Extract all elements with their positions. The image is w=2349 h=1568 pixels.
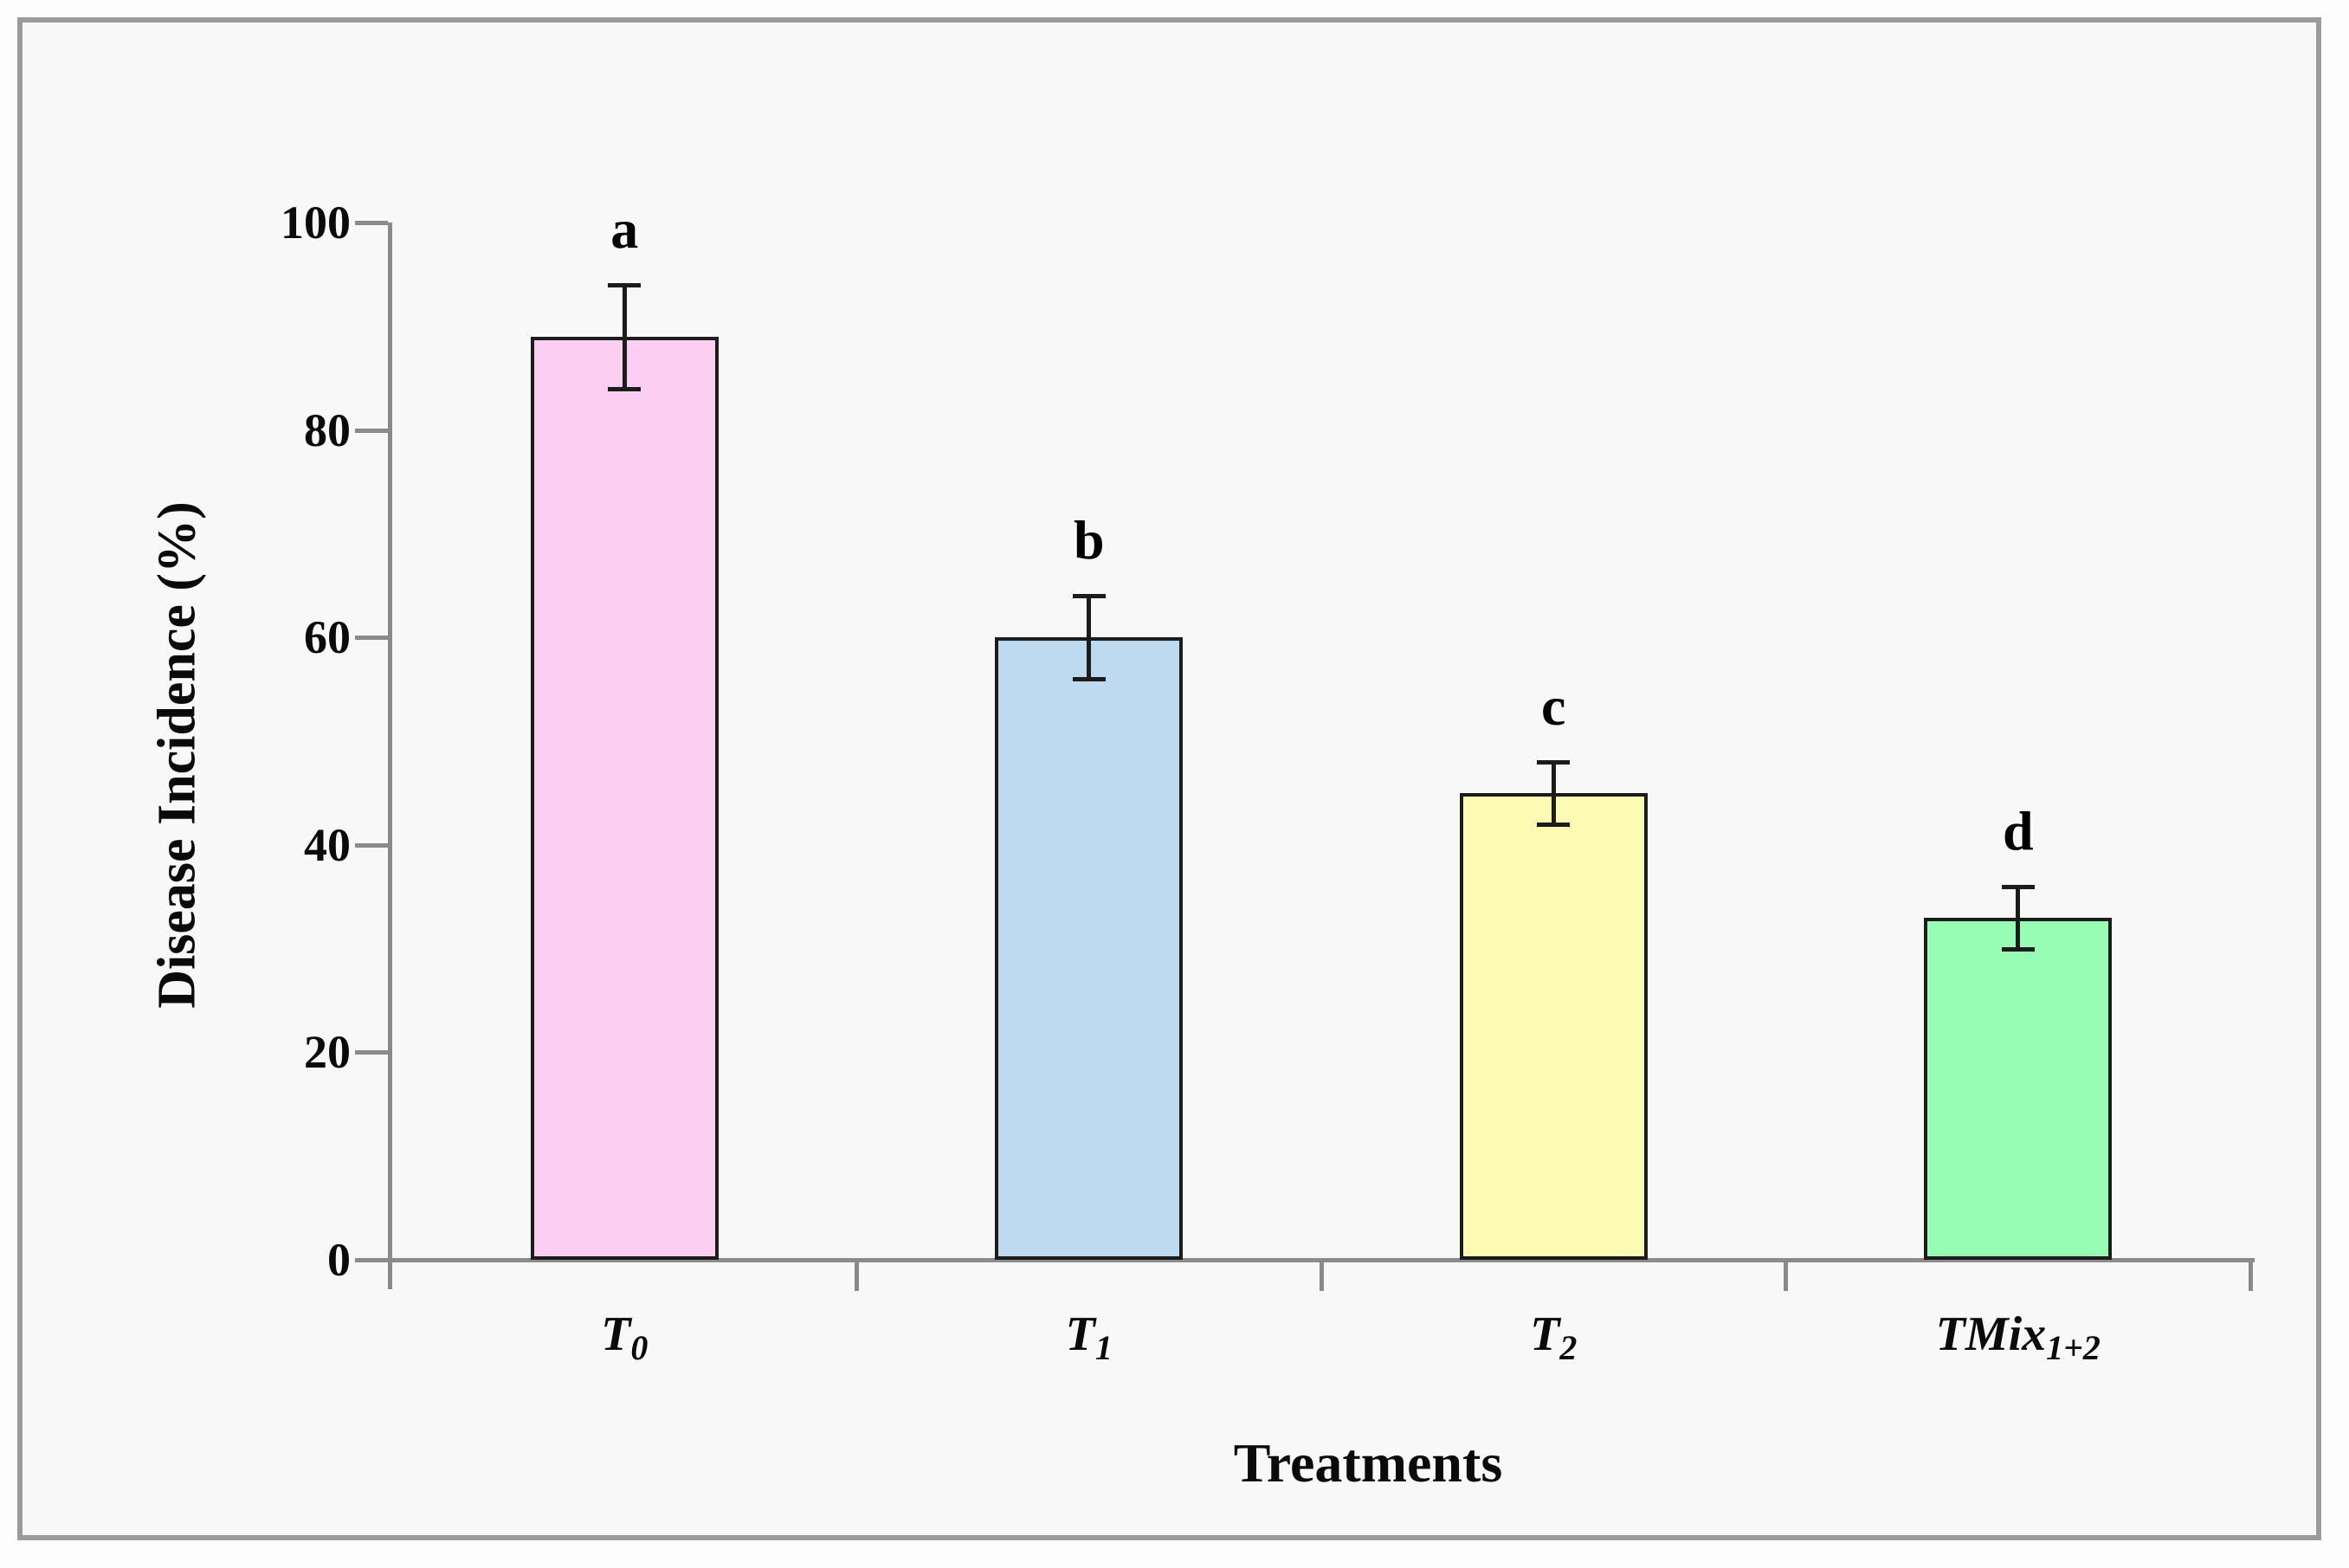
error-bar-bottom-cap [608,386,642,391]
y-tick-label: 0 [327,1234,351,1286]
bar [995,637,1184,1260]
error-bar-top-cap [1537,759,1571,765]
significance-letter: c [1541,674,1566,737]
y-tick-label: 100 [281,197,351,248]
x-tick [2248,1260,2253,1291]
category-label-subscript: 0 [630,1328,649,1368]
error-bar-line [1551,761,1556,824]
category-label-subscript: 1 [1094,1328,1113,1368]
error-bar-line [622,284,627,389]
significance-letter: b [1073,509,1105,571]
x-tick [855,1260,859,1291]
category-label-main: T [1065,1307,1095,1361]
y-tick [355,428,388,433]
error-bar-line [1087,596,1092,680]
y-tick [355,1050,388,1055]
bar [530,336,719,1260]
error-bar-bottom-cap [1537,822,1571,827]
category-label: T1 [857,1307,1322,1365]
y-tick [355,636,388,641]
error-bar-top-cap [1072,594,1106,599]
category-label-subscript: 1+2 [2046,1328,2101,1368]
category-label: TMix1+2 [1786,1307,2251,1365]
y-tick-label: 20 [304,1026,351,1079]
error-bar-bottom-cap [1072,677,1106,682]
error-bar-line [2016,886,2021,949]
significance-letter: a [610,197,639,260]
y-tick-label: 80 [304,403,351,456]
error-bar-bottom-cap [2001,946,2035,952]
x-tick [1784,1260,1788,1291]
bar [1924,917,2113,1260]
x-axis-title: Treatments [1233,1432,1503,1494]
y-axis-line [388,223,392,1289]
error-bar-top-cap [2001,884,2035,889]
significance-letter: d [2002,799,2034,861]
category-label: T0 [392,1307,857,1365]
y-tick [355,842,388,848]
bar [1459,792,1648,1260]
category-label-main: T [601,1307,631,1361]
y-tick-label: 60 [304,611,351,664]
y-tick [355,1258,388,1262]
category-label-subscript: 2 [1559,1328,1578,1368]
category-label-main: T [1530,1307,1560,1361]
error-bar-top-cap [608,282,642,287]
y-tick [355,221,388,225]
category-label: T2 [1321,1307,1786,1365]
category-label-main: TMix [1935,1307,2047,1361]
plot-area: 0 20 40 60 80 100 a T0 b T1 c T2 d TMix1+2 [281,199,2255,1365]
x-tick [1319,1260,1324,1291]
y-axis-title: Disease Incidence (%) [147,501,207,1009]
y-tick-label: 40 [304,818,351,871]
